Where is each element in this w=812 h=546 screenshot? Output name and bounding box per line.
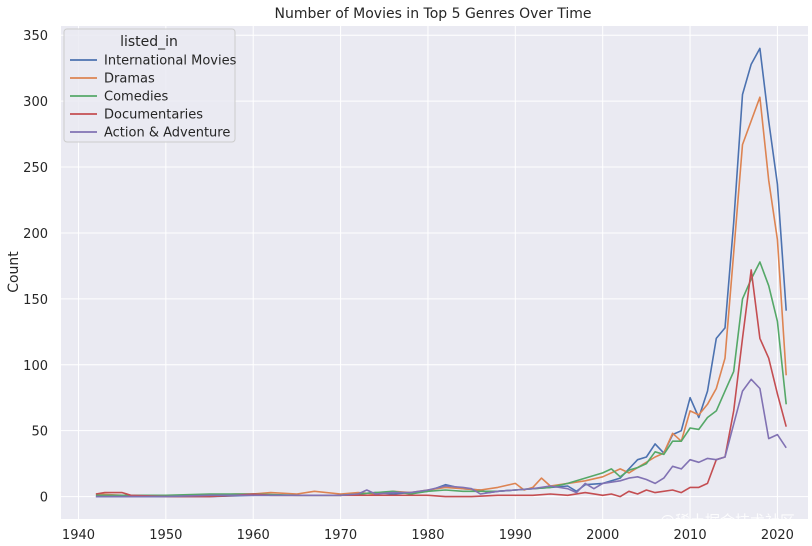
y-tick-label: 0 bbox=[40, 491, 48, 506]
x-axis-ticks: 1940 1950 1960 1970 1980 1990 2000 2010 2020 bbox=[62, 528, 794, 543]
y-tick-label: 300 bbox=[23, 95, 48, 110]
y-tick-label: 50 bbox=[31, 425, 48, 440]
legend-entry: Action & Adventure bbox=[104, 126, 230, 141]
y-tick-label: 150 bbox=[23, 293, 48, 308]
x-tick-label: 2010 bbox=[674, 528, 707, 543]
legend-title: listed_in bbox=[120, 34, 178, 50]
x-tick-label: 1970 bbox=[324, 528, 357, 543]
x-tick-label: 1940 bbox=[62, 528, 95, 543]
y-tick-label: 100 bbox=[23, 359, 48, 374]
series-layer bbox=[95, 47, 787, 498]
y-tick-label: 250 bbox=[23, 161, 48, 176]
x-tick-label: 1960 bbox=[237, 528, 270, 543]
x-tick-label: 1950 bbox=[149, 528, 182, 543]
y-axis-label: Count bbox=[6, 251, 22, 293]
y-tick-label: 200 bbox=[23, 227, 48, 242]
x-tick-label: 2020 bbox=[761, 528, 794, 543]
legend-entry: Documentaries bbox=[104, 108, 203, 123]
legend: listed_in International Movies Dramas Come… bbox=[63, 28, 237, 143]
x-tick-label: 1990 bbox=[499, 528, 532, 543]
x-tick-label: 1980 bbox=[411, 528, 444, 543]
y-axis-ticks: 0 50 100 150 200 250 300 350 bbox=[23, 29, 48, 505]
legend-box bbox=[63, 28, 236, 143]
legend-entry: Dramas bbox=[104, 72, 155, 87]
legend-entry: Comedies bbox=[104, 90, 169, 105]
series-line-1 bbox=[95, 96, 787, 497]
watermark-text: @稀土掘金技术社区 bbox=[660, 512, 795, 530]
chart-title: Number of Movies in Top 5 Genres Over Ti… bbox=[275, 6, 592, 22]
y-tick-label: 350 bbox=[23, 29, 48, 44]
series-line-4 bbox=[95, 378, 787, 498]
x-tick-label: 2000 bbox=[586, 528, 619, 543]
legend-entry: International Movies bbox=[104, 54, 237, 69]
